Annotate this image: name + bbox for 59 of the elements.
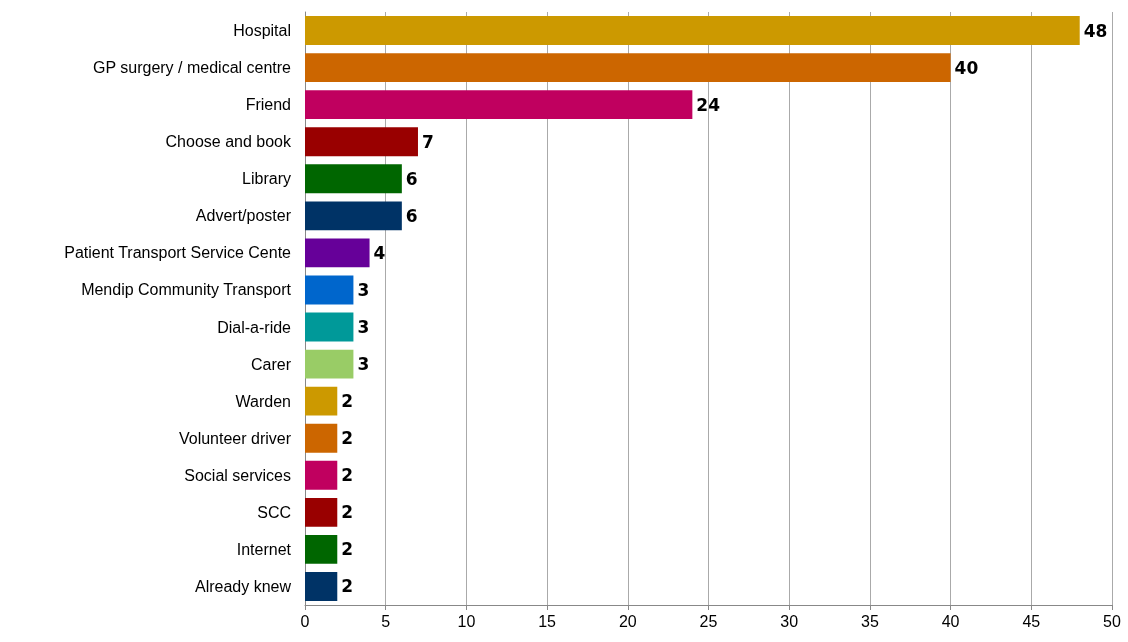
bar [305,534,338,564]
bar [305,164,402,194]
y-tick-label: Advert/poster [195,207,292,225]
data-label: 2 [341,539,354,560]
x-tick-label: 30 [780,612,799,630]
x-tick-label: 25 [699,612,718,630]
bar [305,312,354,342]
data-label: 2 [341,502,354,523]
bar [305,460,338,490]
bar [305,275,354,305]
data-label: 40 [954,57,979,78]
y-tick-label: Patient Transport Service Cente [64,244,292,262]
data-label: 2 [341,465,354,486]
x-tick-label: 20 [618,612,637,630]
data-label: 48 [1083,20,1108,41]
y-tick-label: Volunteer driver [178,429,292,447]
x-tick-label: 40 [941,612,960,630]
y-tick-label: GP surgery / medical centre [92,59,292,77]
bar [305,90,693,120]
data-label: 3 [357,317,370,338]
y-tick-label: Mendip Community Transport [81,281,292,299]
y-tick-label: Warden [235,392,291,410]
bar [305,16,1080,45]
bar [305,201,402,231]
y-tick-label: Dial-a-ride [217,318,292,336]
data-label: 3 [357,354,370,375]
y-tick-label: Internet [236,540,292,558]
y-tick-label: Friend [245,96,291,114]
bar [305,349,354,379]
bar [305,238,370,268]
bar [305,53,951,83]
y-tick-label: Library [242,170,291,188]
data-label: 2 [341,576,354,597]
bar [305,386,338,416]
bar [305,127,418,157]
data-label: 6 [405,205,418,226]
y-tick-label: Carer [250,355,292,373]
x-tick-label: 15 [538,612,557,630]
data-label: 7 [421,131,434,152]
data-label: 24 [696,94,721,115]
y-tick-label: SCC [257,503,291,521]
x-tick-label: 45 [1022,612,1041,630]
x-tick-label: 0 [300,612,310,630]
x-tick-label: 50 [1103,612,1121,630]
data-label: 2 [341,428,354,449]
y-tick-label: Social services [184,466,291,484]
y-tick-label: Hospital [233,22,291,40]
x-tick-label: 10 [457,612,476,630]
x-tick-label: 35 [861,612,879,630]
data-label: 2 [341,391,354,412]
bar [305,572,338,601]
y-tick-label: Already knew [194,577,292,595]
x-tick-label: 5 [381,612,391,630]
data-label: 4 [373,242,386,263]
bar [305,423,338,453]
bar [305,497,338,527]
data-label: 3 [357,279,370,300]
y-tick-label: Choose and book [165,133,292,151]
data-label: 6 [405,168,418,189]
